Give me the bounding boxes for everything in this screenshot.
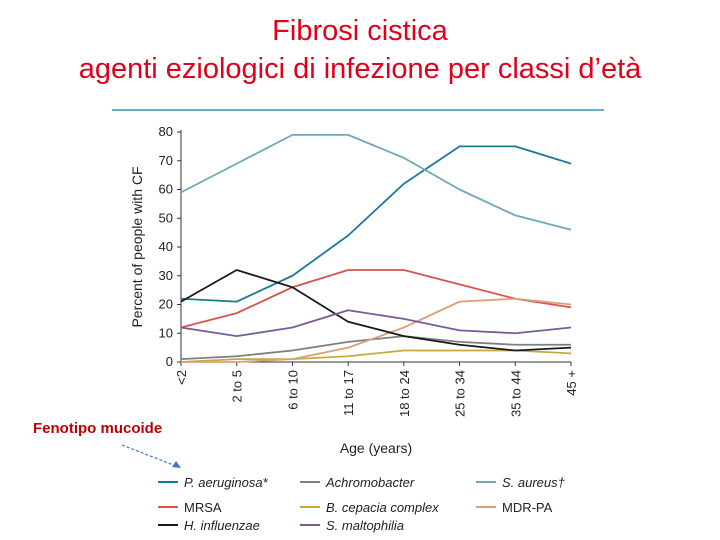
series-line-2 [180,133,572,231]
legend-item: S. aureus† [476,473,565,491]
y-tick-label: 30 [159,268,173,283]
legend-swatch [476,506,496,508]
legend-swatch [158,481,178,483]
series-line-7 [180,309,572,338]
series-line-5 [181,297,572,363]
page-subtitle: agenti eziologici di infezione per class… [78,53,642,85]
legend-label: P. aeruginosa* [184,474,268,490]
legend-item: S. maltophilia [300,516,404,534]
legend-item: B. cepacia complex [300,498,439,516]
legend-item: Achromobacter [300,473,414,491]
y-tick-label: 0 [166,354,173,369]
x-axis-label: Age (years) [340,440,412,456]
legend-item: P. aeruginosa* [158,473,268,491]
series-line-0 [180,145,572,303]
legend-label: S. aureus† [502,474,565,490]
x-tick-label: 35 to 44 [508,370,523,417]
annotation-arrow [121,444,177,467]
legend-label: MDR-PA [502,499,553,515]
legend-label: MRSA [184,499,222,515]
y-tick-label: 80 [159,124,173,139]
x-tick-label: 45 + [564,370,579,396]
y-tick-label: 20 [159,297,173,312]
y-axis-label: Percent of people with CF [129,166,145,327]
x-tick-label: 2 to 5 [230,370,245,403]
x-tick-label: 11 to 17 [341,370,356,416]
x-tick-label: <2 [174,370,189,385]
x-tick-label: 18 to 24 [397,370,412,417]
legend-label: B. cepacia complex [326,499,439,515]
legend-swatch [300,506,320,508]
series-line-6 [180,269,572,352]
y-tick-label: 60 [159,182,173,197]
y-tick-label: 10 [159,325,173,340]
legend-label: S. maltophilia [326,517,405,533]
legend-swatch [158,506,178,508]
annotation-arrowhead [172,461,181,468]
series-line-4 [180,349,572,363]
x-tick-label: 25 to 34 [453,370,468,417]
legend-swatch [300,524,320,526]
legend-item: H. influenzae [158,516,260,534]
y-tick-label: 40 [159,239,173,254]
legend-item: MDR-PA [476,498,552,516]
legend-swatch [300,481,320,483]
annotation-label: Fenotipo mucoide [33,420,163,437]
y-tick-label: 50 [159,210,173,225]
legend-item: MRSA [158,498,222,516]
title-divider [112,109,604,111]
page-title: Fibrosi cistica [272,15,448,47]
y-tick-label: 70 [159,153,173,168]
legend-swatch [158,524,178,526]
legend-label: Achromobacter [326,474,415,490]
legend-label: H. influenzae [184,517,260,533]
series-line-3 [180,269,572,329]
series-line-1 [180,335,571,361]
x-tick-label: 6 to 10 [285,370,300,410]
legend-swatch [476,481,496,483]
